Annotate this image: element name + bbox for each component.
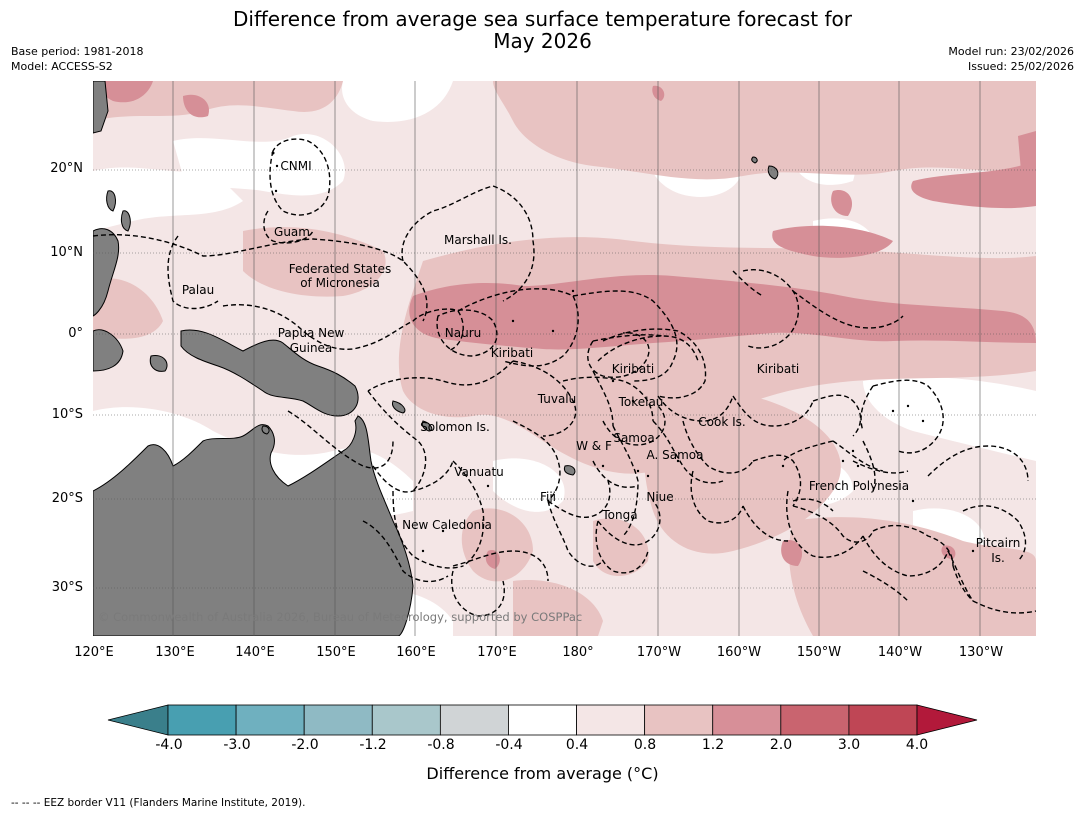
cb-tick-minus4: -4.0 xyxy=(155,737,183,753)
label-guam: Guam xyxy=(274,225,310,239)
colorbar-swatch xyxy=(371,704,441,736)
cb-tick-minus0-8: -0.8 xyxy=(427,737,455,753)
lon-label-160w: 160°W xyxy=(716,645,762,660)
grid-lines xyxy=(93,81,1036,636)
label-kiribati-central: Kiribati xyxy=(611,362,655,376)
cb-tick-0-8: 0.8 xyxy=(633,737,657,753)
colorbar-title: Difference from average (°C) xyxy=(426,764,659,783)
colorbar-swatch xyxy=(508,704,577,736)
lon-label-120e: 120°E xyxy=(74,645,114,660)
label-new-caledonia: New Caledonia xyxy=(402,518,492,532)
label-american-samoa: A. Samoa xyxy=(646,448,704,462)
lat-label-10s: 10°S xyxy=(51,407,83,422)
lon-label-130e: 130°E xyxy=(155,645,195,660)
lat-label-30s: 30°S xyxy=(51,580,83,595)
lon-label-150w: 150°W xyxy=(796,645,842,660)
cb-tick-0-4: 0.4 xyxy=(565,737,589,753)
label-samoa: Samoa xyxy=(613,431,655,445)
colorbar-swatch xyxy=(303,704,373,736)
cb-tick-4-0: 4.0 xyxy=(905,737,929,753)
label-cnmi: CNMI xyxy=(280,159,312,173)
colorbar-low-extension xyxy=(107,704,169,736)
lon-label-170e: 170°E xyxy=(477,645,517,660)
label-palau: Palau xyxy=(181,283,215,297)
base-period: Base period: 1981-2018 xyxy=(11,45,144,58)
lat-label-20n: 20°N xyxy=(50,161,83,176)
label-png-2: Guinea xyxy=(289,341,333,355)
title-line-1: Difference from average sea surface temp… xyxy=(232,7,852,31)
label-png-1: Papua New xyxy=(277,326,345,340)
label-tonga: Tonga xyxy=(602,508,638,522)
cb-tick-minus3: -3.0 xyxy=(223,737,251,753)
cb-tick-3-0: 3.0 xyxy=(837,737,861,753)
lon-label-140e: 140°E xyxy=(235,645,275,660)
colorbar-swatch xyxy=(235,704,305,736)
colorbar-swatch xyxy=(848,704,918,736)
footnote-eez: -- -- -- EEZ border V11 (Flanders Marine… xyxy=(11,797,306,809)
label-fsm-1: Federated States xyxy=(288,262,392,276)
label-nauru: Nauru xyxy=(444,326,482,340)
cb-tick-1-2: 1.2 xyxy=(701,737,725,753)
model-run: Model run: 23/02/2026 xyxy=(948,45,1074,58)
sst-anomaly-map xyxy=(93,81,1036,636)
lon-label-140w: 140°W xyxy=(877,645,923,660)
label-vanuatu: Vanuatu xyxy=(454,465,504,479)
cb-tick-minus1-2: -1.2 xyxy=(359,737,387,753)
cb-tick-minus2: -2.0 xyxy=(291,737,319,753)
colorbar-swatch xyxy=(712,704,782,736)
label-cook-islands: Cook Is. xyxy=(698,415,746,429)
lat-label-10n: 10°N xyxy=(50,245,83,260)
colorbar-swatch xyxy=(439,704,509,736)
chart-title: Difference from average sea surface temp… xyxy=(0,8,1085,52)
label-niue: Niue xyxy=(646,490,674,504)
eez-borders xyxy=(93,138,1036,617)
lon-label-180: 180° xyxy=(562,645,594,660)
lon-label-160e: 160°E xyxy=(396,645,436,660)
issued-date: Issued: 25/02/2026 xyxy=(967,60,1074,73)
colorbar-high-extension xyxy=(916,704,978,736)
colorbar-swatch xyxy=(780,704,850,736)
lon-label-150e: 150°E xyxy=(316,645,356,660)
cb-tick-2-0: 2.0 xyxy=(769,737,793,753)
label-marshall-islands: Marshall Is. xyxy=(444,233,512,247)
lat-label-0: 0° xyxy=(68,326,83,341)
meta-right: Model run: 23/02/2026 Issued: 25/02/2026 xyxy=(948,44,1074,74)
colorbar-swatch xyxy=(167,704,237,736)
label-tokelau: Tokelau xyxy=(618,395,664,409)
label-fiji: Fiji xyxy=(539,490,557,504)
meta-left: Base period: 1981-2018 Model: ACCESS-S2 xyxy=(11,44,143,74)
title-line-2: May 2026 xyxy=(493,29,592,53)
lon-label-170w: 170°W xyxy=(636,645,682,660)
label-pitcairn-1: Pitcairn xyxy=(975,536,1021,550)
label-solomon-islands: Solomon Is. xyxy=(420,420,490,434)
label-wallis-futuna: W & F xyxy=(576,439,612,453)
colorbar-swatch xyxy=(644,704,714,736)
cb-tick-minus0-4: -0.4 xyxy=(495,737,523,753)
colorbar-swatches xyxy=(167,704,918,736)
label-tuvalu: Tuvalu xyxy=(537,392,577,406)
lon-label-130w: 130°W xyxy=(958,645,1004,660)
map-panel: © Commonwealth of Australia 2026, Bureau… xyxy=(93,81,1036,636)
label-french-polynesia: French Polynesia xyxy=(808,479,910,493)
label-kiribati-west: Kiribati xyxy=(490,346,534,360)
label-pitcairn-2: Is. xyxy=(991,551,1005,565)
copyright-text: © Commonwealth of Australia 2026, Bureau… xyxy=(98,610,583,624)
colorbar xyxy=(107,704,978,736)
colorbar-swatch xyxy=(576,704,646,736)
lat-label-20s: 20°S xyxy=(51,491,83,506)
model-name: Model: ACCESS-S2 xyxy=(11,60,113,73)
label-fsm-2: of Micronesia xyxy=(300,276,380,290)
label-kiribati-east: Kiribati xyxy=(756,362,800,376)
